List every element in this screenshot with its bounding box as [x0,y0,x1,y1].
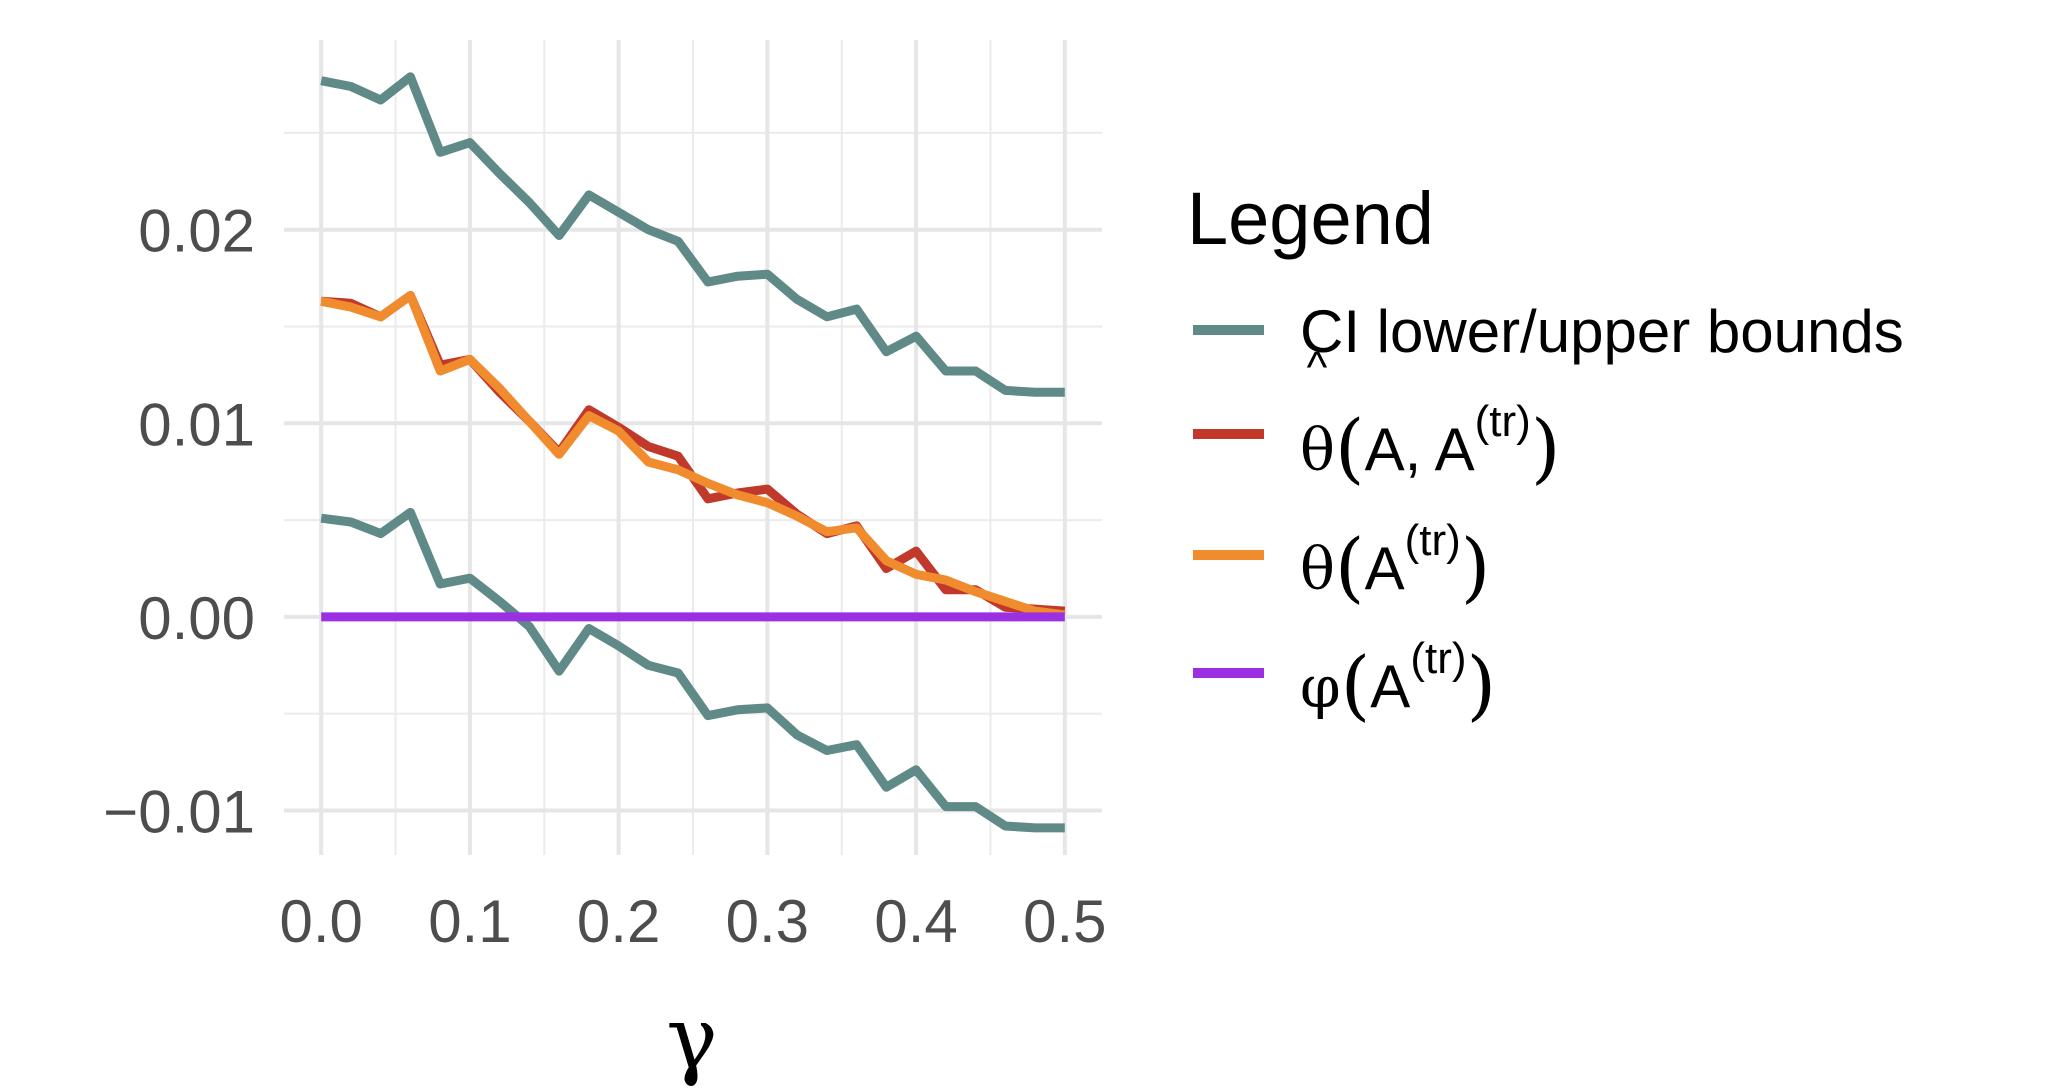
legend-label-theta-hat: θ(A, A(tr)) [1300,397,1561,492]
x-tick-label: 0.2 [577,888,660,955]
x-tick-label: 0.4 [874,888,957,955]
legend: Legend CI lower/upper bounds θ(A, A(tr))… [1187,177,1904,729]
y-tick-label: 0.02 [138,198,255,265]
theta-line [320,291,1066,620]
legend-label-ci: CI lower/upper bounds [1300,298,1904,365]
legend-label-theta: θ(A(tr)) [1300,516,1490,611]
grid-minor [284,40,1102,855]
x-tick-label: 0.3 [726,888,809,955]
y-tick-label: −0.01 [103,778,255,845]
legend-item-theta-hat: θ(A, A(tr)) ^ [1193,343,1561,492]
legend-item-ci: CI lower/upper bounds [1193,298,1904,365]
hat-accent-icon: ^ [1307,343,1328,392]
legend-label-phi: φ(A(tr)) [1300,634,1496,729]
legend-item-phi: φ(A(tr)) [1193,634,1496,729]
legend-title: Legend [1187,177,1434,260]
ci-lower-line [320,507,1065,833]
x-tick-label: 0.5 [1023,888,1106,955]
y-axis-ticks: −0.01 0.00 0.01 0.02 [103,198,255,846]
x-axis-title: γ [666,989,717,1089]
legend-item-theta: θ(A(tr)) [1193,516,1490,611]
y-tick-label: 0.00 [138,585,255,652]
y-tick-label: 0.01 [138,391,255,458]
x-tick-label: 0.0 [279,888,362,955]
x-tick-label: 0.1 [428,888,511,955]
plot-lines [320,72,1066,833]
ci-upper-line [320,72,1065,397]
x-axis-ticks: 0.0 0.1 0.2 0.3 0.4 0.5 [279,888,1106,955]
